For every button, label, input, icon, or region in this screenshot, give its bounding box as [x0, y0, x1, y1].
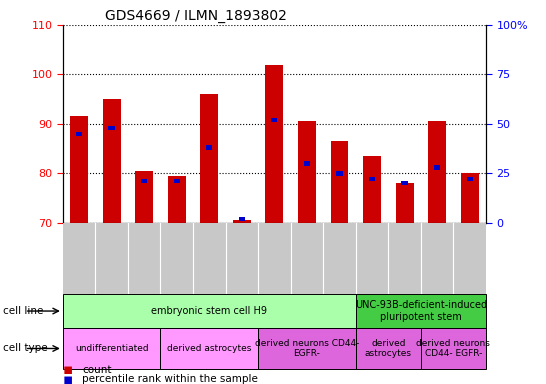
Text: GDS4669 / ILMN_1893802: GDS4669 / ILMN_1893802	[105, 8, 287, 23]
Bar	[63, 294, 356, 328]
Bar	[135, 171, 153, 223]
Text: derived
astrocytes: derived astrocytes	[365, 339, 412, 358]
Bar	[466, 177, 473, 181]
Bar	[265, 65, 283, 223]
Bar	[396, 183, 413, 223]
Bar	[103, 99, 121, 223]
Bar	[330, 141, 348, 223]
Bar	[434, 165, 440, 170]
Bar	[461, 173, 479, 223]
Text: cell line: cell line	[3, 306, 43, 316]
Bar	[174, 179, 180, 184]
Bar	[63, 328, 161, 369]
Bar	[76, 131, 82, 136]
Bar	[200, 94, 218, 223]
Text: derived astrocytes: derived astrocytes	[167, 344, 252, 353]
Bar	[421, 328, 486, 369]
Text: count: count	[82, 365, 111, 375]
Text: cell type: cell type	[3, 343, 48, 354]
Text: undifferentiated: undifferentiated	[75, 344, 149, 353]
Text: embryonic stem cell H9: embryonic stem cell H9	[151, 306, 267, 316]
Text: ▪: ▪	[63, 362, 73, 377]
Text: ▪: ▪	[63, 371, 73, 384]
Bar	[271, 118, 277, 122]
Bar	[161, 328, 258, 369]
Bar	[336, 171, 342, 175]
Bar	[109, 126, 115, 130]
Text: percentile rank within the sample: percentile rank within the sample	[82, 374, 258, 384]
Bar	[369, 177, 375, 181]
Bar	[233, 220, 251, 223]
Bar	[141, 179, 147, 184]
Bar	[363, 156, 381, 223]
Text: derived neurons CD44-
EGFR-: derived neurons CD44- EGFR-	[255, 339, 359, 358]
Text: derived neurons
CD44- EGFR-: derived neurons CD44- EGFR-	[417, 339, 490, 358]
Bar	[356, 294, 486, 328]
Bar	[206, 146, 212, 150]
Bar	[401, 181, 408, 185]
Text: UNC-93B-deficient-induced
pluripotent stem: UNC-93B-deficient-induced pluripotent st…	[355, 300, 487, 322]
Bar	[258, 328, 356, 369]
Bar	[239, 217, 245, 221]
Bar	[168, 176, 186, 223]
Bar	[428, 121, 446, 223]
Bar	[298, 121, 316, 223]
Bar	[356, 328, 421, 369]
Bar	[70, 116, 88, 223]
Bar	[304, 161, 310, 166]
